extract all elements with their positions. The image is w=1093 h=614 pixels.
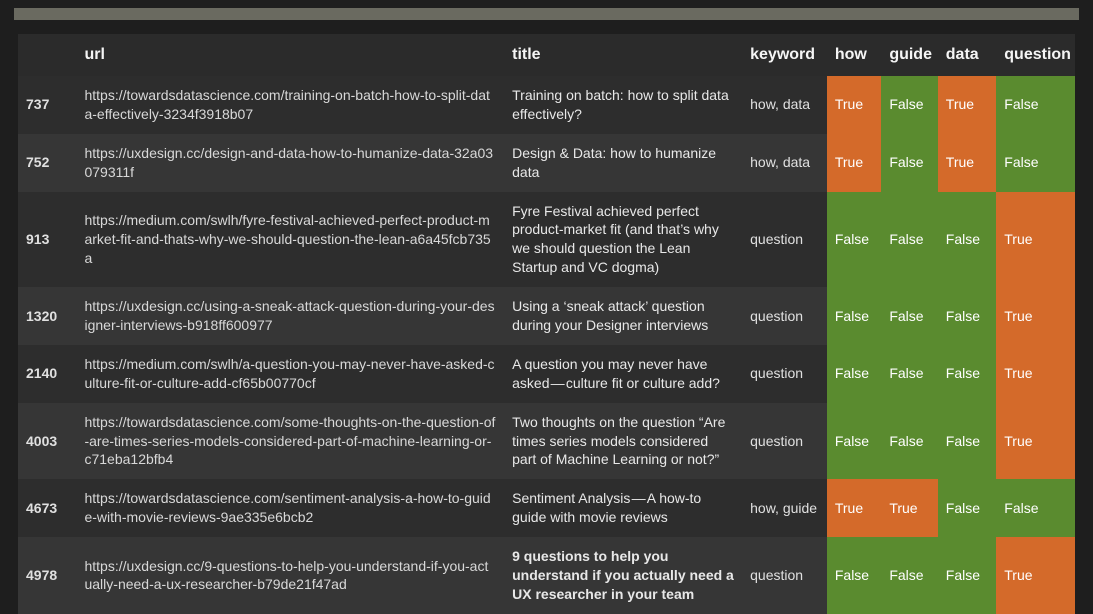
cell-title: Fyre Festival achieved perfect product-m… <box>504 192 742 288</box>
cell-question: True <box>996 287 1075 345</box>
cell-rownum: 1320 <box>18 287 76 345</box>
cell-keyword: question <box>742 192 827 288</box>
cell-data: True <box>938 134 996 192</box>
cell-data: False <box>938 403 996 480</box>
cell-how: True <box>827 134 881 192</box>
table-row: 4673https://towardsdatascience.com/senti… <box>18 479 1075 537</box>
cell-question: False <box>996 134 1075 192</box>
cell-how: False <box>827 537 881 614</box>
cell-data: False <box>938 345 996 403</box>
cell-data: False <box>938 287 996 345</box>
header-how: how <box>827 34 881 76</box>
cell-title: A question you may never have asked — cu… <box>504 345 742 403</box>
cell-keyword: question <box>742 287 827 345</box>
cell-how: False <box>827 192 881 288</box>
cell-how: False <box>827 345 881 403</box>
header-index <box>18 34 76 76</box>
cell-rownum: 752 <box>18 134 76 192</box>
cell-data: False <box>938 479 996 537</box>
cell-data: False <box>938 192 996 288</box>
cell-keyword: how, guide <box>742 479 827 537</box>
cell-question: True <box>996 345 1075 403</box>
cell-guide: False <box>881 403 937 480</box>
cell-rownum: 737 <box>18 76 76 134</box>
cell-guide: False <box>881 287 937 345</box>
header-title: title <box>504 34 742 76</box>
cell-rownum: 4003 <box>18 403 76 480</box>
header-data: data <box>938 34 996 76</box>
cell-url: https://uxdesign.cc/using-a-sneak-attack… <box>76 287 504 345</box>
cell-url: https://uxdesign.cc/design-and-data-how-… <box>76 134 504 192</box>
header-question: question <box>996 34 1075 76</box>
cell-title: Design & Data: how to humanize data <box>504 134 742 192</box>
cell-guide: False <box>881 345 937 403</box>
dataframe-table-wrapper: url title keyword how guide data questio… <box>18 34 1075 614</box>
cell-title: Using a ‘sneak attack’ question during y… <box>504 287 742 345</box>
cell-guide: True <box>881 479 937 537</box>
cell-how: False <box>827 287 881 345</box>
cell-url: https://uxdesign.cc/9-questions-to-help-… <box>76 537 504 614</box>
cell-data: True <box>938 76 996 134</box>
cell-guide: False <box>881 76 937 134</box>
cell-guide: False <box>881 134 937 192</box>
header-url: url <box>76 34 504 76</box>
cell-keyword: question <box>742 403 827 480</box>
table-row: 737https://towardsdatascience.com/traini… <box>18 76 1075 134</box>
cell-guide: False <box>881 192 937 288</box>
cell-keyword: how, data <box>742 76 827 134</box>
table-row: 4978https://uxdesign.cc/9-questions-to-h… <box>18 537 1075 614</box>
cell-how: False <box>827 403 881 480</box>
table-row: 1320https://uxdesign.cc/using-a-sneak-at… <box>18 287 1075 345</box>
cell-title: Training on batch: how to split data eff… <box>504 76 742 134</box>
table-row: 2140https://medium.com/swlh/a-question-y… <box>18 345 1075 403</box>
cell-url: https://medium.com/swlh/a-question-you-m… <box>76 345 504 403</box>
cell-how: True <box>827 479 881 537</box>
cell-question: True <box>996 537 1075 614</box>
cell-url: https://towardsdatascience.com/training-… <box>76 76 504 134</box>
header-guide: guide <box>881 34 937 76</box>
cell-question: False <box>996 76 1075 134</box>
cell-rownum: 2140 <box>18 345 76 403</box>
cell-how: True <box>827 76 881 134</box>
scrollbar-top[interactable] <box>14 8 1079 20</box>
header-keyword: keyword <box>742 34 827 76</box>
table-row: 752https://uxdesign.cc/design-and-data-h… <box>18 134 1075 192</box>
table-row: 4003https://towardsdatascience.com/some-… <box>18 403 1075 480</box>
cell-title: Two thoughts on the question “Are times … <box>504 403 742 480</box>
cell-title: 9 questions to help you understand if yo… <box>504 537 742 614</box>
cell-data: False <box>938 537 996 614</box>
cell-url: https://medium.com/swlh/fyre-festival-ac… <box>76 192 504 288</box>
cell-keyword: question <box>742 537 827 614</box>
cell-keyword: how, data <box>742 134 827 192</box>
cell-question: True <box>996 192 1075 288</box>
cell-rownum: 913 <box>18 192 76 288</box>
cell-question: False <box>996 479 1075 537</box>
cell-url: https://towardsdatascience.com/sentiment… <box>76 479 504 537</box>
cell-guide: False <box>881 537 937 614</box>
dataframe-table: url title keyword how guide data questio… <box>18 34 1075 614</box>
table-row: 913https://medium.com/swlh/fyre-festival… <box>18 192 1075 288</box>
header-row: url title keyword how guide data questio… <box>18 34 1075 76</box>
cell-title: Sentiment Analysis — A how-to guide with… <box>504 479 742 537</box>
cell-rownum: 4978 <box>18 537 76 614</box>
cell-question: True <box>996 403 1075 480</box>
cell-keyword: question <box>742 345 827 403</box>
cell-rownum: 4673 <box>18 479 76 537</box>
cell-url: https://towardsdatascience.com/some-thou… <box>76 403 504 480</box>
